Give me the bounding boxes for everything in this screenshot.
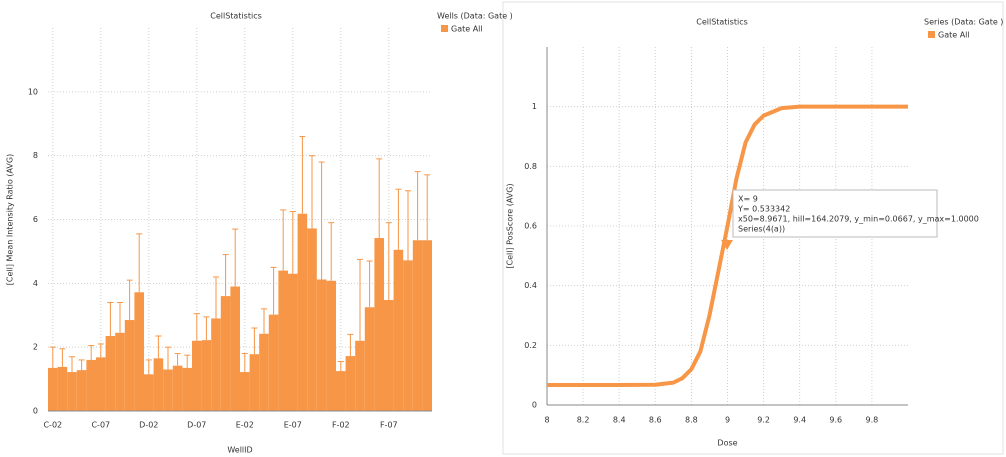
legend-label: Gate All xyxy=(938,31,970,40)
x-tick-label: 9.2 xyxy=(757,416,770,425)
bar xyxy=(355,340,365,411)
bar xyxy=(288,273,298,411)
bar xyxy=(403,260,413,411)
x-axis-label: WellID xyxy=(227,446,252,455)
x-tick-label: 9.4 xyxy=(793,416,806,425)
y-axis-label: [Cell] Mean Intensity Ratio (AVG) xyxy=(6,154,15,285)
bar xyxy=(57,366,68,411)
x-tick-label: C-07 xyxy=(91,421,110,430)
y-tick-label: 10 xyxy=(28,87,38,96)
legend-swatch xyxy=(441,25,448,32)
bar xyxy=(86,359,96,411)
legend-label: Gate All xyxy=(451,25,483,34)
x-tick-label: 9.6 xyxy=(829,416,842,425)
bar xyxy=(115,332,125,411)
x-tick-label: 8 xyxy=(544,416,549,425)
bar xyxy=(393,249,404,411)
x-tick-label: E-02 xyxy=(236,421,254,430)
y-tick-label: 1 xyxy=(532,102,537,111)
bar xyxy=(124,320,135,411)
y-tick-label: 0.6 xyxy=(524,222,537,231)
bar xyxy=(384,299,394,411)
x-tick-label: 8.6 xyxy=(649,416,662,425)
y-tick-label: 0 xyxy=(33,407,38,416)
bar xyxy=(345,356,356,411)
y-tick-label: 0 xyxy=(532,401,537,410)
x-tick-label: 9 xyxy=(725,416,730,425)
bar xyxy=(182,367,192,411)
x-tick-label: D-07 xyxy=(187,421,206,430)
tooltip-line: Series(4(a)) xyxy=(738,225,785,234)
bar xyxy=(67,372,77,411)
bar xyxy=(316,279,327,411)
bar xyxy=(297,213,308,411)
bar xyxy=(374,238,384,411)
tooltip-line: x50=8.9671, hill=164.2079, y_min=0.0667,… xyxy=(738,215,979,224)
bar xyxy=(96,357,106,411)
bar xyxy=(364,307,375,411)
legend-title: Series (Data: Gate ) xyxy=(924,18,1003,27)
bar xyxy=(326,280,336,411)
y-tick-label: 6 xyxy=(33,215,38,224)
bar xyxy=(163,369,173,411)
y-tick-label: 4 xyxy=(33,279,38,288)
panel-border xyxy=(502,1,1004,455)
x-tick-label: E-07 xyxy=(284,421,302,430)
y-tick-label: 0.4 xyxy=(524,281,537,290)
x-tick-label: 8.4 xyxy=(613,416,626,425)
bar xyxy=(144,374,154,411)
bar xyxy=(211,318,221,411)
x-tick-label: C-02 xyxy=(43,421,62,430)
bar xyxy=(201,340,212,411)
bar xyxy=(278,270,288,411)
y-tick-label: 0.8 xyxy=(524,162,537,171)
bar xyxy=(172,365,183,411)
y-tick-label: 2 xyxy=(33,343,38,352)
x-tick-label: 8.2 xyxy=(577,416,590,425)
legend-title: Wells (Data: Gate ) xyxy=(437,12,513,21)
tooltip-line: X= 9 xyxy=(738,195,758,204)
line xyxy=(547,104,908,388)
chart-title: CellStatistics xyxy=(696,18,748,27)
bar xyxy=(192,340,202,411)
bar xyxy=(268,314,279,411)
bar xyxy=(153,358,164,411)
tooltip: X= 9 Y= 0.533342 x50=8.9671, hill=164.20… xyxy=(721,189,979,250)
bar xyxy=(336,371,346,411)
bar xyxy=(220,296,231,411)
y-tick-label: 8 xyxy=(33,151,38,160)
bar xyxy=(240,372,250,411)
bar xyxy=(105,335,116,411)
x-tick-label: 9.8 xyxy=(866,416,879,425)
tooltip-line: Y= 0.533342 xyxy=(737,205,790,214)
bar xyxy=(134,292,144,411)
chart-title: CellStatistics xyxy=(210,12,262,21)
y-axis-label: [Cell] PosScore (AVG) xyxy=(506,183,515,268)
x-tick-label: F-02 xyxy=(332,421,350,430)
legend-swatch xyxy=(928,31,935,38)
tooltip-box xyxy=(732,189,938,238)
x-tick-label: 8.8 xyxy=(685,416,698,425)
bar xyxy=(76,370,87,411)
tooltip-marker xyxy=(721,240,733,250)
bar xyxy=(230,286,240,411)
x-tick-label: D-02 xyxy=(139,421,158,430)
bar xyxy=(48,367,58,411)
bar xyxy=(422,240,432,411)
x-axis-label: Dose xyxy=(717,439,737,448)
y-tick-label: 0.2 xyxy=(524,341,537,350)
bar xyxy=(412,240,423,411)
bar xyxy=(307,228,317,411)
bar xyxy=(249,354,260,411)
x-tick-label: F-07 xyxy=(380,421,398,430)
bar xyxy=(259,333,269,411)
